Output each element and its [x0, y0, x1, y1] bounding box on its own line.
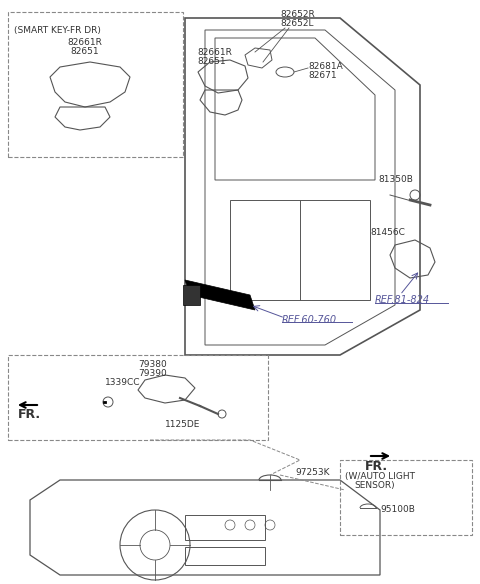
- Text: 82651: 82651: [197, 57, 226, 66]
- Text: 82661R: 82661R: [197, 48, 232, 57]
- Text: REF.60-760: REF.60-760: [282, 315, 337, 325]
- Text: FR.: FR.: [18, 408, 41, 421]
- Text: 82681A: 82681A: [308, 62, 343, 71]
- Text: 81350B: 81350B: [378, 175, 413, 184]
- Text: REF.81-824: REF.81-824: [375, 295, 430, 305]
- Text: 82652L: 82652L: [280, 19, 313, 28]
- Polygon shape: [183, 285, 200, 305]
- Text: 1339CC: 1339CC: [105, 378, 141, 387]
- Text: 82671: 82671: [308, 71, 336, 80]
- Polygon shape: [185, 280, 255, 310]
- Text: 82652R: 82652R: [280, 10, 315, 19]
- Text: SENSOR): SENSOR): [354, 481, 395, 490]
- Text: (W/AUTO LIGHT: (W/AUTO LIGHT: [345, 472, 415, 481]
- Bar: [185, 547, 265, 565]
- Text: 81456C: 81456C: [370, 228, 405, 237]
- Text: 97253K: 97253K: [295, 468, 329, 477]
- Text: 1125DE: 1125DE: [165, 420, 200, 429]
- Text: FR.: FR.: [365, 460, 388, 473]
- Bar: [185, 515, 265, 540]
- Text: 82661R: 82661R: [68, 38, 102, 47]
- Text: 95100B: 95100B: [380, 505, 415, 514]
- Text: (SMART KEY-FR DR): (SMART KEY-FR DR): [14, 26, 101, 35]
- Text: 79380: 79380: [138, 360, 167, 369]
- Text: 82651: 82651: [71, 47, 99, 56]
- Text: 79390: 79390: [138, 369, 167, 378]
